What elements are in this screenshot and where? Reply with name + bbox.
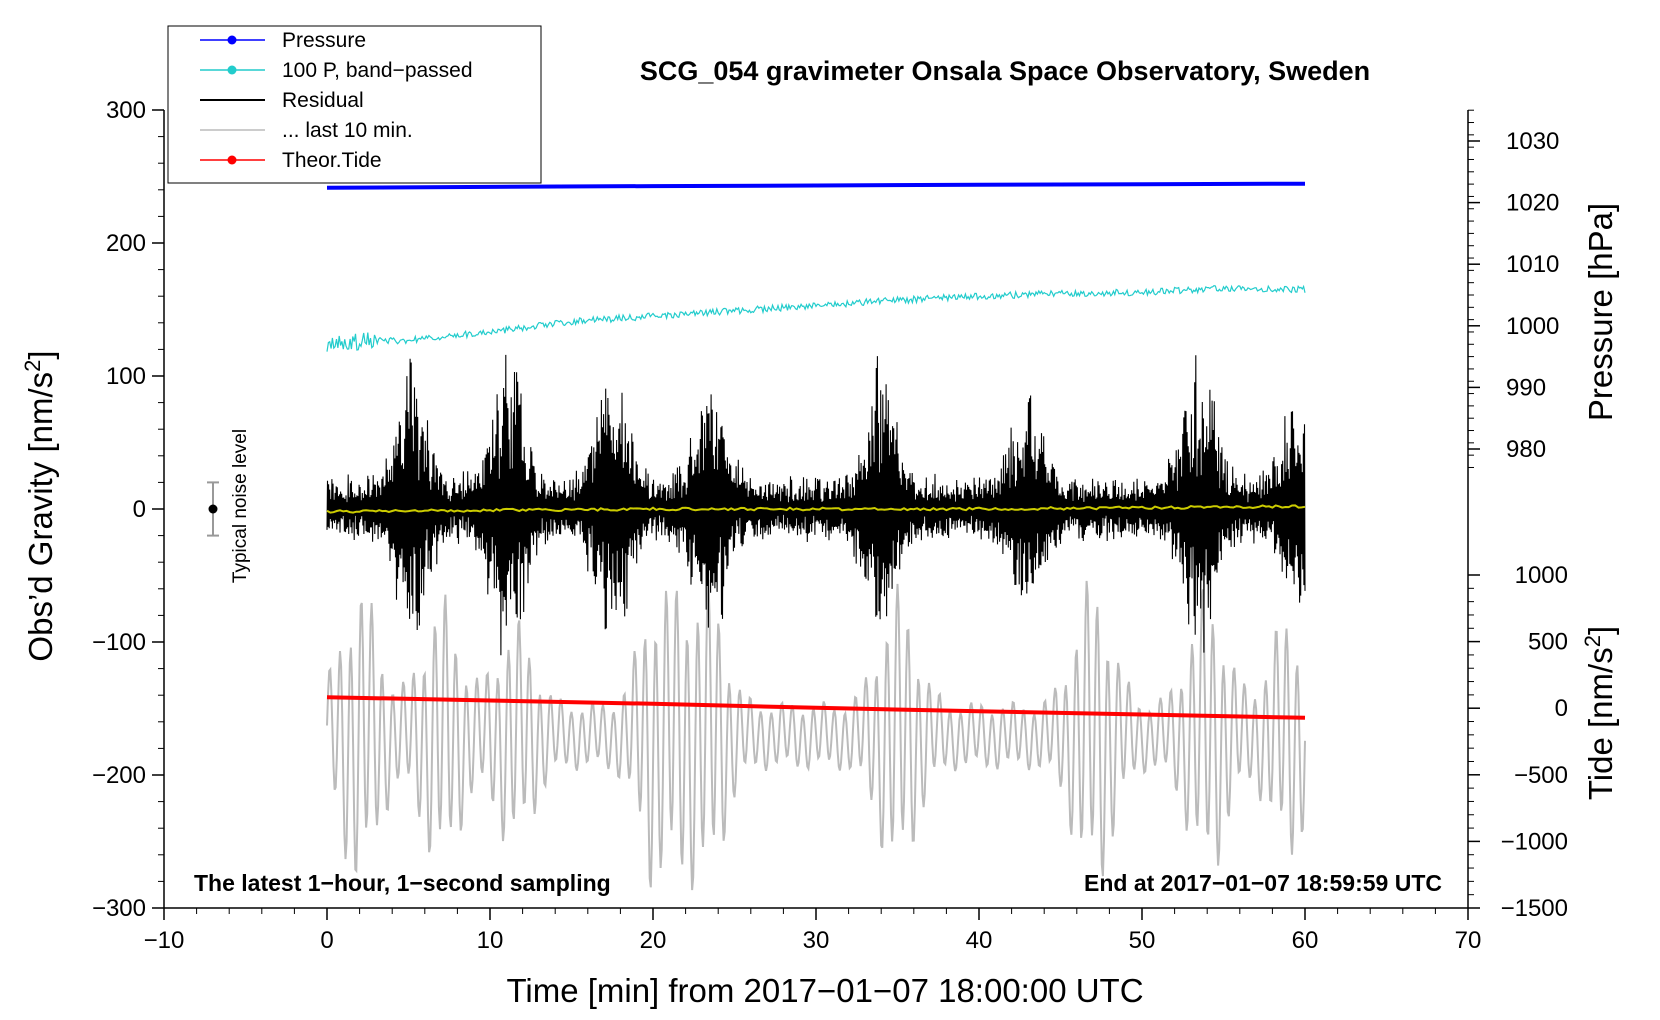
noise-level-dot: [208, 504, 218, 514]
noise-level-indicator: Typical noise level: [207, 429, 251, 583]
legend: Pressure 100 P, band−passed Residual ... la…: [167, 25, 542, 184]
x-axis-label: Time [min] from 2017−01−07 18:00:00 UTC: [506, 972, 1143, 1009]
series-pressure-line: [326, 181, 1306, 190]
y-tick-label: −100: [92, 629, 146, 656]
pressure-tick-label: 1030: [1506, 128, 1559, 155]
x-tick-label: 70: [1455, 927, 1482, 954]
x-tick-label: 60: [1292, 927, 1319, 954]
y-axis-label-tide-end: ]: [1582, 626, 1619, 635]
x-tick-label: 10: [477, 927, 504, 954]
pressure-tick-label: 1020: [1506, 190, 1559, 217]
tide-tick-label: −500: [1514, 762, 1568, 789]
pressure-tick-label: 1010: [1506, 251, 1559, 278]
x-tick-label: 40: [966, 927, 993, 954]
legend-label: ... last 10 min.: [282, 119, 413, 142]
series-theoretical-tide-line: [326, 695, 1306, 720]
annotation-latest-hour: The latest 1−hour, 1−second sampling: [194, 870, 611, 896]
tide-tick-label: −1500: [1501, 895, 1568, 922]
legend-marker: [227, 65, 237, 75]
y-axis-label-pressure: Pressure [hPa]: [1582, 203, 1619, 421]
series-residual-line: [326, 354, 1306, 656]
tide-tick-label: 1000: [1515, 562, 1568, 589]
y-tick-label: 200: [106, 230, 146, 257]
y-axis-label-tide-sup: 2: [1580, 635, 1605, 647]
y-tick-label: 100: [106, 363, 146, 390]
y-tick-label: 300: [106, 97, 146, 124]
x-tick-label: −10: [144, 927, 185, 954]
y-axis-label-left-text: Obs’d Gravity [nm/s: [22, 372, 59, 662]
y-tick-label: 0: [133, 496, 146, 523]
legend-marker: [227, 35, 237, 45]
series-layer: [326, 181, 1306, 891]
legend-label: 100 P, band−passed: [282, 59, 473, 82]
y-tick-label: −200: [92, 762, 146, 789]
pressure-tick-label: 1000: [1506, 313, 1559, 340]
x-tick-label: 50: [1129, 927, 1156, 954]
legend-label: Pressure: [282, 29, 366, 52]
x-tick-label: 0: [320, 927, 333, 954]
y-tick-label: −300: [92, 895, 146, 922]
tide-tick-label: −1000: [1501, 828, 1568, 855]
annotation-end-time: End at 2017−01−07 18:59:59 UTC: [1084, 870, 1442, 896]
tide-tick-label: 0: [1555, 695, 1568, 722]
legend-items: Pressure 100 P, band−passed Residual ... la…: [200, 29, 473, 172]
series-last-10-min-line: [326, 579, 1306, 891]
y-axis-label-tide-text: Tide [nm/s: [1582, 647, 1619, 800]
y-axis-label-left: Obs’d Gravity [nm/s2]: [20, 350, 60, 661]
noise-level-label: Typical noise level: [230, 429, 251, 583]
series-lowpass-residual-line: [326, 504, 1306, 514]
axis-layer: −10 0 10 20 30 40 50 60 70−300−200−1000100200300…: [92, 97, 1568, 954]
tide-tick-label: 500: [1528, 629, 1568, 656]
legend-label: Theor.Tide: [282, 149, 382, 172]
x-tick-label: 30: [803, 927, 830, 954]
pressure-tick-label: 990: [1506, 374, 1546, 401]
x-tick-label: 20: [640, 927, 667, 954]
y-axis-label-tide: Tide [nm/s2]: [1580, 626, 1620, 800]
series-band-passed-pressure-line: [326, 284, 1306, 352]
chart-title: SCG_054 gravimeter Onsala Space Observat…: [640, 56, 1370, 86]
legend-label: Residual: [282, 89, 364, 112]
y-axis-label-left-end: ]: [22, 350, 59, 359]
y-axis-label-left-sup: 2: [20, 360, 45, 372]
pressure-tick-label: 980: [1506, 436, 1546, 463]
legend-marker: [227, 155, 237, 165]
